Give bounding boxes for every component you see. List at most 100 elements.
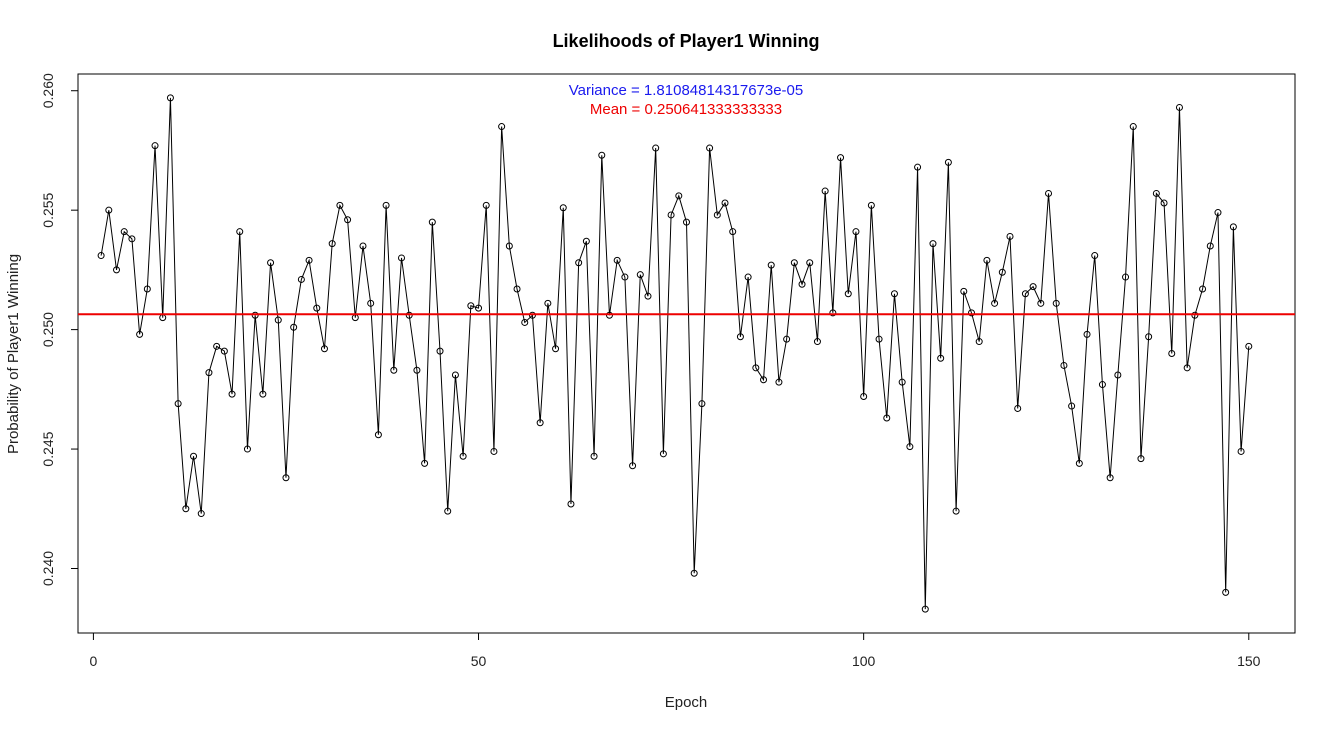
y-tick-label: 0.245 [40, 431, 56, 466]
data-point [921, 605, 929, 613]
x-tick-label: 150 [1237, 653, 1261, 669]
chart-title: Likelihoods of Player1 Winning [553, 31, 820, 51]
y-tick-label: 0.240 [40, 551, 56, 586]
data-point [1237, 447, 1245, 455]
data-point [274, 316, 282, 324]
data-point [690, 569, 698, 577]
data-point [775, 378, 783, 386]
data-point [136, 330, 144, 338]
data-point [1060, 361, 1068, 369]
plot-frame [77, 73, 1296, 634]
series-line [100, 97, 1250, 610]
x-tick-label: 100 [852, 653, 876, 669]
data-point [929, 240, 937, 248]
data-point [398, 254, 406, 262]
data-point [205, 369, 213, 377]
data-point [1091, 252, 1099, 260]
data-point [413, 366, 421, 374]
data-point [1006, 232, 1014, 240]
data-point [536, 419, 544, 427]
data-point [97, 252, 105, 260]
data-point [967, 309, 975, 317]
data-point [436, 347, 444, 355]
data-point [313, 304, 321, 312]
data-point [1014, 404, 1022, 412]
data-point [975, 338, 983, 346]
data-point [166, 94, 174, 102]
data-point [1075, 459, 1083, 467]
data-point [1045, 189, 1053, 197]
data-point [120, 228, 128, 236]
data-point [359, 242, 367, 250]
data-point [1206, 242, 1214, 250]
data-point [806, 259, 814, 267]
x-axis-label: Epoch [665, 694, 708, 711]
data-point [143, 285, 151, 293]
data-point [297, 275, 305, 283]
data-point [752, 364, 760, 372]
data-point [113, 266, 121, 274]
data-point [105, 206, 113, 214]
data-point [1052, 299, 1060, 307]
data-point [983, 256, 991, 264]
data-point [374, 431, 382, 439]
data-point [875, 335, 883, 343]
data-point [621, 273, 629, 281]
data-point [1114, 371, 1122, 379]
y-axis: 0.240 0.245 0.250 0.255 0.260 [40, 73, 79, 586]
y-tick-label: 0.260 [40, 73, 56, 108]
data-point [1145, 333, 1153, 341]
data-point [1183, 364, 1191, 372]
data-point [914, 163, 922, 171]
data-point [860, 393, 868, 400]
data-point [482, 201, 490, 209]
data-point [1098, 381, 1106, 389]
data-point [552, 345, 560, 353]
data-point [459, 452, 467, 460]
data-point [128, 235, 136, 243]
x-tick-label: 50 [471, 653, 487, 669]
data-point [151, 142, 159, 150]
data-point [798, 280, 806, 288]
data-point [883, 414, 891, 422]
data-point [490, 447, 498, 455]
data-point [505, 242, 513, 250]
data-point [1029, 283, 1037, 291]
data-point [837, 154, 845, 162]
data-point [290, 323, 298, 331]
plot-content [78, 94, 1295, 613]
data-point [852, 228, 860, 236]
data-point [744, 273, 752, 281]
data-point [683, 218, 690, 226]
data-point [320, 345, 328, 353]
data-point [259, 390, 267, 398]
data-point [636, 271, 644, 279]
data-point [498, 123, 506, 131]
data-point [821, 187, 829, 195]
data-point [898, 378, 906, 386]
data-point [575, 259, 583, 267]
data-point [243, 445, 251, 453]
data-point [736, 333, 744, 341]
data-point [451, 371, 459, 379]
x-axis: 0 50 100 150 [90, 632, 1261, 669]
data-point [1037, 299, 1045, 307]
data-point [675, 192, 683, 200]
data-point [1152, 189, 1160, 197]
data-point [267, 259, 275, 267]
data-point [521, 318, 529, 326]
data-point [667, 211, 675, 219]
data-point [213, 342, 221, 350]
data-point [598, 151, 606, 159]
data-point [698, 400, 706, 408]
data-point [582, 237, 590, 245]
data-point [190, 452, 198, 460]
data-point [328, 240, 336, 248]
data-point [1168, 350, 1176, 357]
data-point [613, 256, 621, 264]
data-point [220, 347, 228, 355]
data-point [344, 216, 352, 224]
data-point [721, 199, 729, 207]
y-tick-label: 0.255 [40, 192, 56, 227]
data-point [390, 366, 398, 374]
